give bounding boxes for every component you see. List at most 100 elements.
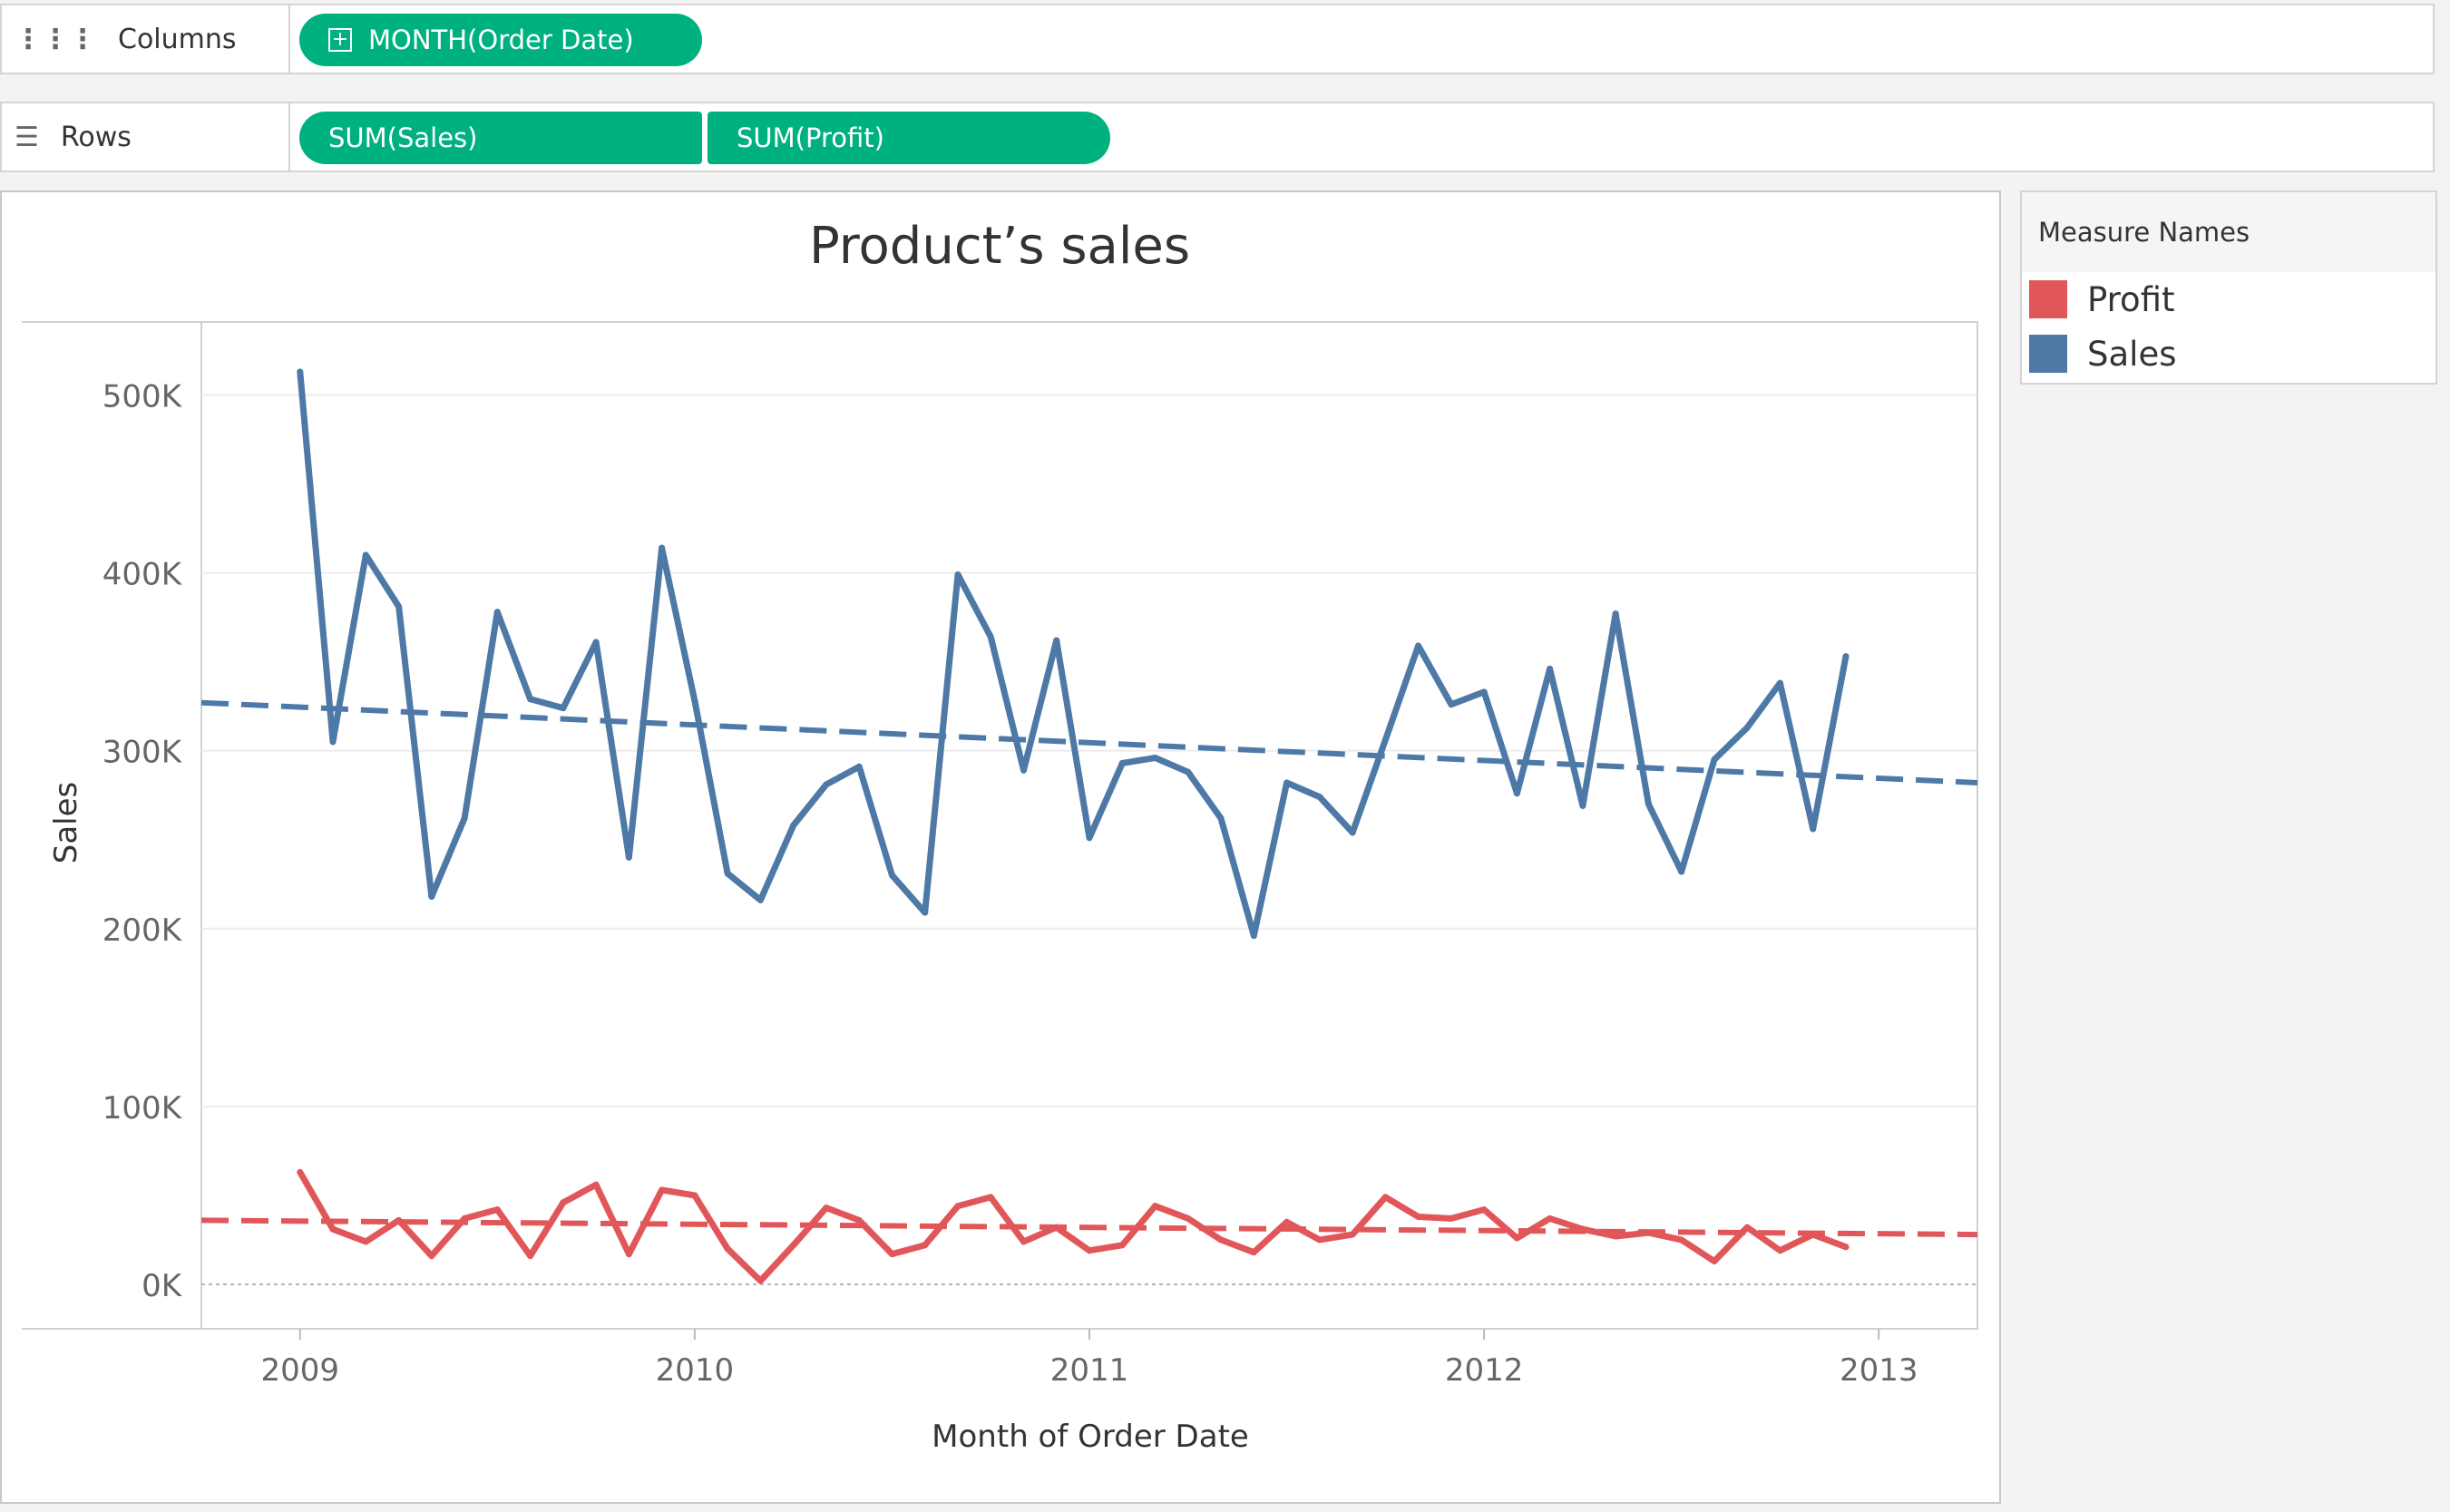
- data-point-sales: [1579, 802, 1586, 809]
- expand-icon[interactable]: +: [328, 28, 352, 52]
- data-point-sales: [625, 854, 632, 861]
- pill-label: SUM(Profit): [737, 122, 884, 153]
- data-point-sales: [1118, 759, 1126, 766]
- data-point-sales: [395, 603, 403, 610]
- data-point-sales: [1810, 825, 1817, 833]
- data-point-profit: [987, 1194, 994, 1201]
- data-point-sales: [461, 815, 468, 822]
- data-point-sales: [756, 896, 764, 903]
- data-point-profit: [1086, 1247, 1093, 1254]
- data-point-profit: [527, 1253, 534, 1260]
- data-point-profit: [1711, 1257, 1718, 1264]
- data-point-sales: [1020, 766, 1027, 774]
- data-point-sales: [1349, 829, 1356, 836]
- series-line-sales: [297, 368, 1850, 940]
- data-point-sales: [1743, 724, 1751, 731]
- data-point-sales: [1185, 768, 1192, 776]
- data-point-sales: [922, 909, 929, 916]
- legend-item-sales[interactable]: Sales: [2022, 327, 2435, 381]
- data-point-sales: [987, 633, 994, 640]
- x-tick-label: 2010: [656, 1352, 735, 1389]
- data-point-profit: [1612, 1233, 1619, 1240]
- data-point-sales: [1513, 790, 1520, 797]
- x-tick-label: 2009: [261, 1352, 340, 1389]
- columns-label: Columns: [118, 23, 237, 55]
- data-point-sales: [329, 738, 337, 746]
- x-tick-label: 2012: [1445, 1352, 1524, 1389]
- pill-month-order-date[interactable]: + MONTH(Order Date): [299, 14, 702, 66]
- pill-label: SUM(Sales): [328, 122, 478, 153]
- data-point-profit: [790, 1242, 797, 1249]
- data-point-profit: [1185, 1214, 1192, 1222]
- y-axis-label: Sales: [48, 782, 84, 864]
- data-point-profit: [329, 1225, 337, 1233]
- data-point-profit: [1842, 1244, 1850, 1251]
- data-point-profit: [1743, 1224, 1751, 1231]
- rows-label: Rows: [60, 121, 132, 153]
- data-point-profit: [954, 1203, 961, 1210]
- data-point-sales: [790, 822, 797, 829]
- data-point-sales: [1711, 756, 1718, 763]
- line-chart[interactable]: 0K 100K 200K 300K 400K 500K 2009 2010 2011 2012 20…: [2, 192, 1999, 1502]
- data-point-sales: [362, 551, 369, 559]
- data-point-profit: [362, 1238, 369, 1245]
- pill-sum-profit[interactable]: SUM(Profit): [708, 112, 1110, 164]
- chart-panel: 0K 100K 200K 300K 400K 500K 2009 2010 2011 2012 20…: [0, 190, 2001, 1504]
- data-point-sales: [560, 705, 567, 712]
- x-tick-label: 2011: [1050, 1352, 1129, 1389]
- series-line-profit: [297, 1168, 1850, 1284]
- y-tick-label: 100K: [102, 1090, 183, 1127]
- rows-shelf-label: ☰ Rows: [2, 103, 290, 171]
- data-point-sales: [1086, 834, 1093, 842]
- series-layer: [297, 368, 1850, 1284]
- data-point-profit: [1284, 1218, 1291, 1225]
- data-point-sales: [855, 763, 863, 770]
- y-tick-label: 400K: [102, 557, 183, 593]
- data-point-profit: [1349, 1231, 1356, 1238]
- pill-label: MONTH(Order Date): [368, 24, 634, 55]
- grid-layer: [22, 321, 1978, 1330]
- data-point-sales: [1480, 688, 1488, 696]
- data-point-profit: [461, 1214, 468, 1222]
- data-point-profit: [1316, 1236, 1323, 1244]
- data-point-profit: [1250, 1249, 1257, 1256]
- data-point-sales: [1250, 932, 1257, 940]
- data-point-sales: [1284, 779, 1291, 786]
- data-point-profit: [823, 1205, 830, 1212]
- trend-line-profit: [200, 1217, 1978, 1238]
- legend-title: Measure Names: [2022, 192, 2435, 272]
- rows-shelf: ☰ Rows SUM(Sales) SUM(Profit): [0, 102, 2435, 172]
- x-axis-label: Month of Order Date: [932, 1419, 1249, 1455]
- legend-item-profit[interactable]: Profit: [2022, 272, 2435, 327]
- data-point-sales: [691, 697, 698, 705]
- data-point-profit: [1217, 1236, 1225, 1244]
- data-point-profit: [625, 1251, 632, 1258]
- y-tick-label: 200K: [102, 912, 183, 949]
- data-point-sales: [1547, 665, 1554, 672]
- legend-swatch-profit: [2029, 280, 2067, 318]
- data-point-sales: [1645, 800, 1652, 807]
- data-point-profit: [756, 1277, 764, 1284]
- data-point-profit: [560, 1199, 567, 1206]
- data-point-sales: [527, 696, 534, 703]
- y-tick-label: 500K: [102, 378, 183, 415]
- data-point-sales: [1316, 794, 1323, 801]
- trend-line-sales: [200, 699, 1978, 785]
- data-point-profit: [1678, 1236, 1685, 1244]
- x-tick-label: 2013: [1840, 1352, 1918, 1389]
- columns-icon: ⋮⋮⋮: [15, 23, 96, 55]
- data-point-sales: [1612, 610, 1619, 618]
- data-point-sales: [659, 544, 666, 551]
- trend-layer: [200, 699, 1978, 1238]
- data-point-sales: [493, 609, 501, 616]
- data-point-sales: [1415, 642, 1422, 649]
- data-point-sales: [297, 368, 304, 376]
- data-point-sales: [954, 571, 961, 579]
- data-point-profit: [1579, 1225, 1586, 1233]
- chart-title: Product’s sales: [809, 217, 1190, 276]
- y-tick-label: 0K: [142, 1268, 183, 1304]
- data-point-profit: [1381, 1194, 1389, 1201]
- data-point-profit: [1776, 1247, 1783, 1254]
- pill-sum-sales[interactable]: SUM(Sales): [299, 112, 702, 164]
- data-point-profit: [922, 1242, 929, 1249]
